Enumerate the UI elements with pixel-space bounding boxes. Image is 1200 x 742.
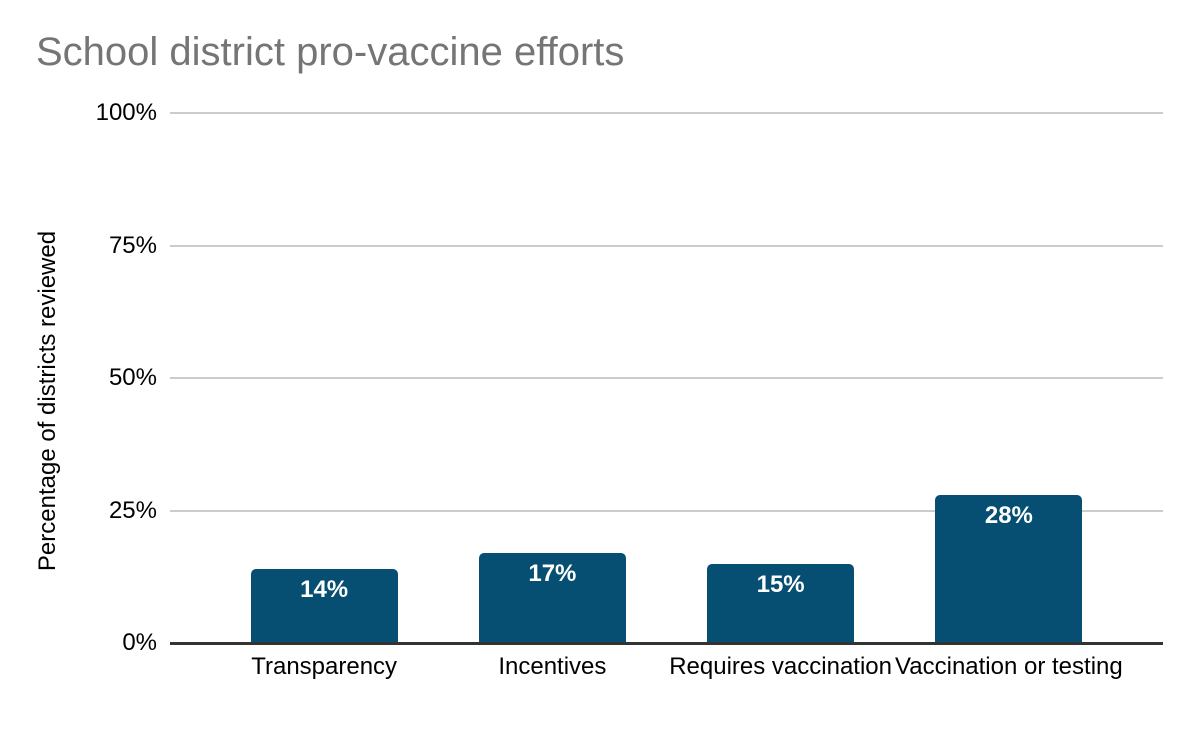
x-axis-label: Vaccination or testing (895, 653, 1123, 680)
bar: 17% (478, 552, 626, 643)
bar-value-label: 17% (528, 559, 577, 587)
gridline (170, 377, 1163, 379)
chart-title: School district pro-vaccine efforts (36, 30, 625, 74)
bar-value-label: 14% (300, 575, 349, 603)
bar: 14% (250, 568, 398, 643)
y-axis-tick-label: 25% (108, 496, 157, 524)
x-axis-label: Transparency (251, 653, 398, 680)
x-axis-line (170, 642, 1163, 645)
bar: 28% (935, 494, 1083, 643)
y-axis-tick-label: 50% (108, 364, 157, 391)
bar-value-label: 28% (984, 501, 1033, 529)
gridline (170, 244, 1163, 247)
x-axis-label: Requires vaccination (669, 653, 893, 680)
y-axis-tick-label: 75% (108, 231, 157, 259)
bar: 15% (707, 563, 855, 643)
x-axis-label: Incentives (498, 653, 607, 680)
gridline (170, 112, 1163, 114)
y-axis-tick-label: 100% (95, 99, 157, 126)
y-axis-tick-label: 0% (122, 629, 157, 656)
gridline (170, 509, 1163, 512)
bar-value-label: 15% (756, 570, 805, 598)
